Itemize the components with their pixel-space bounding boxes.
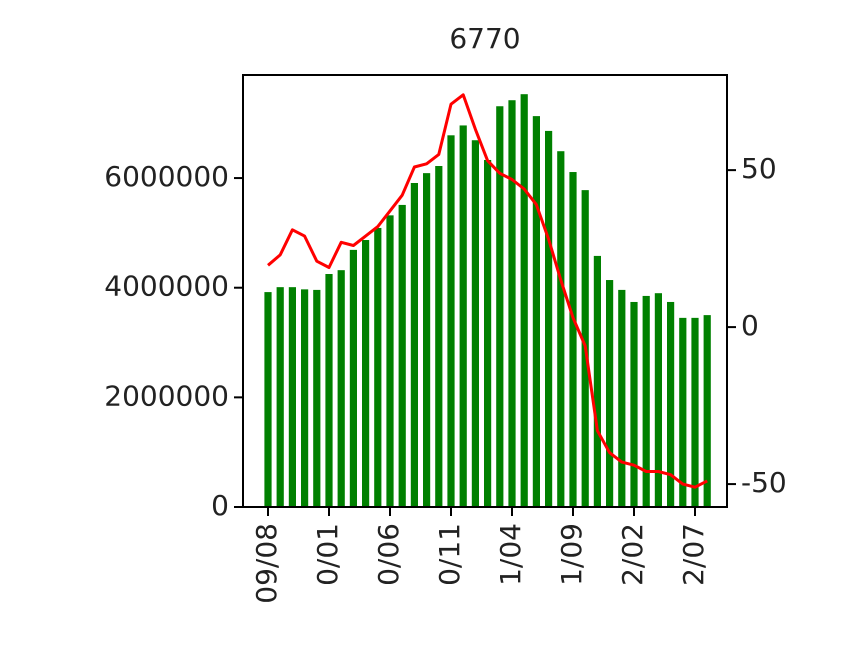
x-tick-label: 2/07 (677, 523, 710, 586)
bar (593, 255, 601, 507)
x-tick-label: 0/01 (311, 523, 344, 586)
chart-title: 6770 (449, 22, 520, 55)
bar (374, 227, 382, 507)
bar (667, 301, 675, 507)
bar (325, 274, 333, 507)
bar (606, 280, 614, 507)
bar (276, 287, 284, 507)
bar (654, 293, 662, 507)
x-tick-label: 2/02 (616, 523, 649, 586)
bar (410, 183, 418, 507)
bar (532, 116, 540, 507)
bar (423, 173, 431, 508)
bar (459, 125, 467, 507)
y2-tick-label: -50 (741, 466, 787, 499)
x-tick-label: 0/11 (433, 523, 466, 586)
y-tick-label: 4000000 (104, 270, 229, 303)
bar (435, 166, 443, 508)
bar (447, 135, 455, 507)
bar (520, 94, 528, 508)
bar (618, 289, 626, 507)
y2-tick-label: 50 (741, 152, 777, 185)
plot-frame (242, 74, 728, 508)
bar (703, 315, 711, 507)
bar (313, 289, 321, 507)
bar (288, 287, 296, 507)
bar (337, 270, 345, 507)
line (267, 93, 708, 489)
bar (679, 317, 687, 507)
bar (642, 295, 650, 507)
bar (557, 151, 565, 507)
bar (471, 140, 479, 507)
bar (569, 172, 577, 508)
x-tick-label: 1/09 (555, 523, 588, 586)
bar (398, 204, 406, 507)
bar (545, 130, 553, 508)
y-tick-label: 6000000 (104, 160, 229, 193)
bar (691, 317, 699, 507)
y-tick-label: 2000000 (104, 379, 229, 412)
bar (496, 106, 504, 508)
bar (301, 289, 309, 507)
bar (508, 100, 516, 508)
bar (484, 159, 492, 508)
x-tick-label: 1/04 (494, 523, 527, 586)
bar (362, 240, 370, 507)
bar (264, 292, 272, 507)
bar (630, 301, 638, 507)
y-tick-label: 0 (211, 489, 229, 522)
x-tick-label: 09/08 (250, 523, 283, 604)
bar (386, 215, 394, 507)
bar (349, 249, 357, 508)
x-tick-label: 0/06 (372, 523, 405, 586)
y2-tick-label: 0 (741, 309, 759, 342)
